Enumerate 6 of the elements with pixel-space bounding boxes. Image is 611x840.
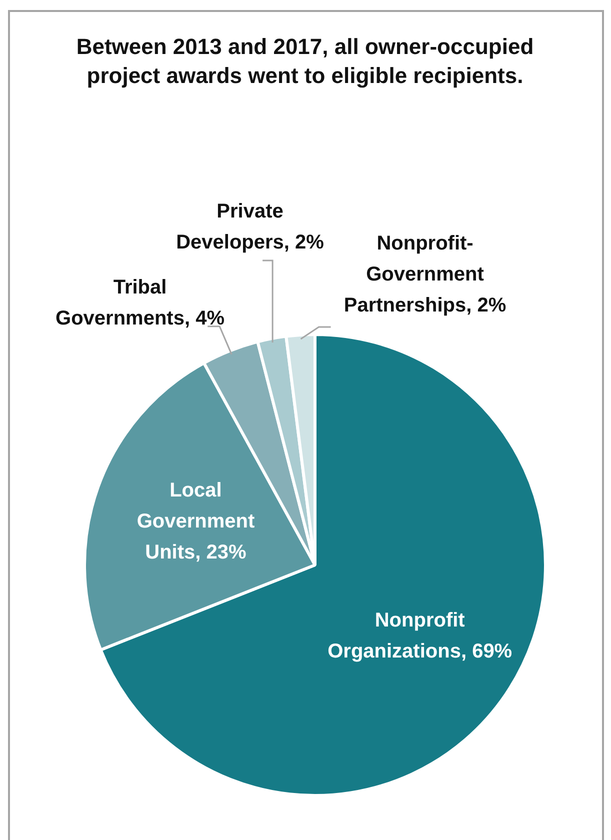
slice-label: Tribal Governments, 4% bbox=[56, 276, 225, 330]
slice-label: Local Government Units, 23% bbox=[136, 480, 255, 564]
chart-title: Between 2013 and 2017, all owner-occupied project awards went to eligible recipients. bbox=[75, 33, 535, 90]
slice-label: Nonprofit Organizations, 69% bbox=[328, 609, 512, 662]
slice-label: Nonprofit-Government Partnerships, 2% bbox=[344, 232, 506, 317]
slice-label: Private Developers, 2% bbox=[176, 200, 324, 254]
